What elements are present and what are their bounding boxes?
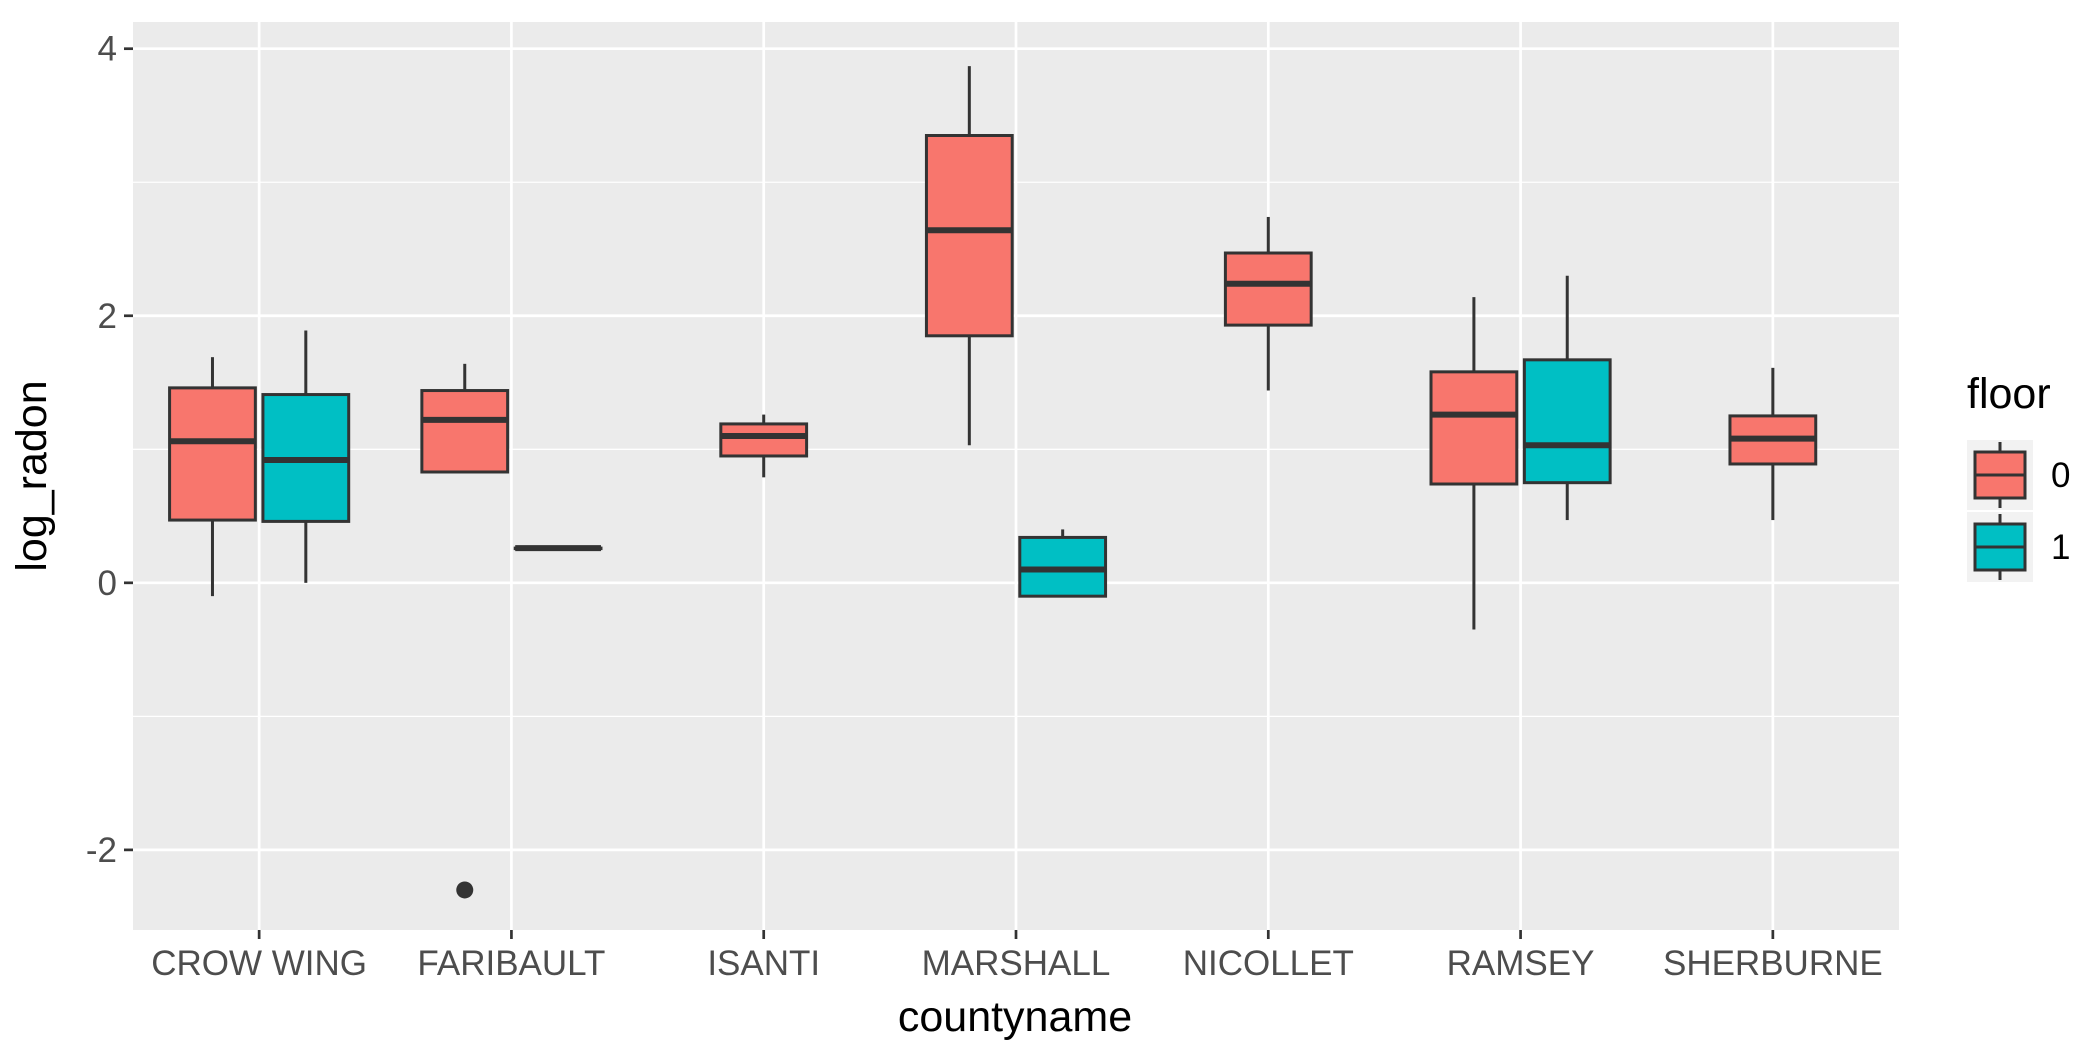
y-tick-label: 2 [98, 297, 117, 336]
box-marshall-floor-0 [924, 66, 1014, 446]
box-marshall-floor-1 [1018, 529, 1108, 598]
box-isanti-floor-0 [719, 414, 809, 478]
x-tick-label: NICOLLET [1183, 944, 1354, 983]
legend-label: 1 [2051, 528, 2070, 567]
box-iqr [1429, 370, 1519, 486]
legend: floor 0 1 [1967, 370, 2070, 582]
legend-label: 0 [2051, 456, 2070, 495]
legend-item-1: 1 [1967, 512, 2070, 582]
box-iqr [924, 134, 1014, 338]
box-iqr [1223, 251, 1313, 327]
x-tick-label: RAMSEY [1447, 944, 1595, 983]
y-tick-label: 0 [98, 564, 117, 603]
y-axis: -2 0 2 4 [86, 30, 133, 870]
box-iqr [719, 422, 809, 458]
x-tick-label: SHERBURNE [1663, 944, 1883, 983]
box-iqr [1522, 358, 1612, 485]
box-ramsey-floor-1 [1522, 275, 1612, 521]
x-tick-label: ISANTI [707, 944, 820, 983]
x-axis-title: countyname [898, 993, 1132, 1041]
x-tick-label: MARSHALL [922, 944, 1111, 983]
y-tick-label: 4 [98, 30, 117, 69]
box-sherburne-floor-0 [1728, 367, 1818, 521]
x-tick-label: FARIBAULT [417, 944, 605, 983]
box-iqr [168, 386, 257, 522]
box-faribault-floor-0 [420, 363, 510, 899]
box-nicollet-floor-0 [1223, 216, 1313, 391]
outlier-point [456, 881, 474, 899]
box-crow-wing-floor-0 [168, 357, 257, 597]
box-crow-wing-floor-1 [261, 330, 351, 583]
y-tick-label: -2 [86, 831, 117, 870]
box-iqr [420, 389, 510, 474]
x-tick-label: CROW WING [151, 944, 367, 983]
legend-title: floor [1967, 370, 2051, 418]
box-series [168, 66, 1818, 899]
legend-item-0: 0 [1967, 440, 2070, 510]
box-faribault-floor-1 [513, 545, 603, 552]
box-ramsey-floor-0 [1429, 297, 1519, 630]
x-axis: CROW WING FARIBAULT ISANTI MARSHALL NICOLLET… [151, 930, 1883, 983]
y-axis-title: log_radon [8, 380, 56, 571]
